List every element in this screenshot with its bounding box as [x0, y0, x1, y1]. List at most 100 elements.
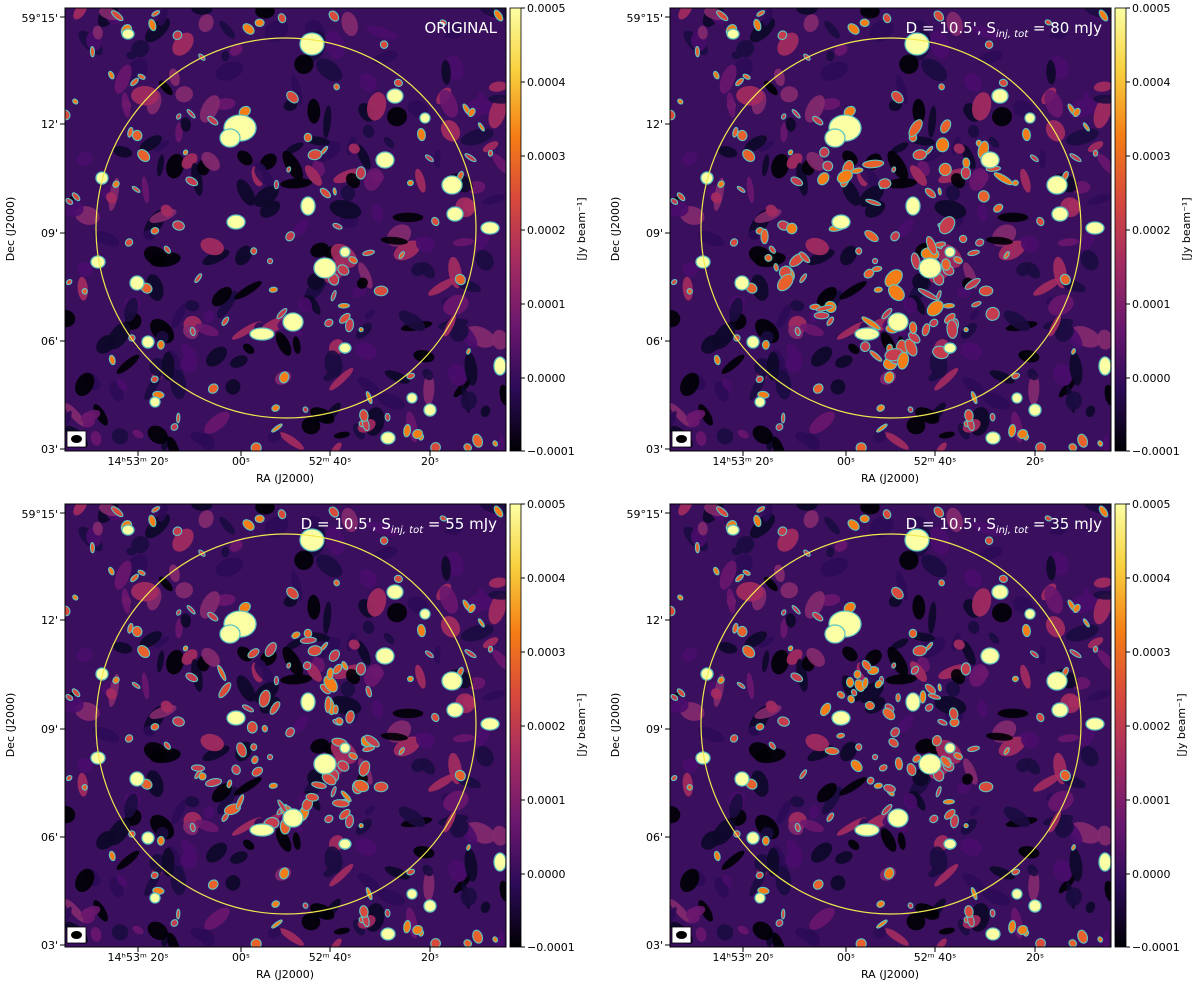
colorbar-tick-label: 0.0000 [1132, 372, 1171, 385]
y-tick-label: 09' [41, 227, 58, 240]
x-tick-label: 20ˢ [1026, 455, 1044, 468]
x-tick-label: 20ˢ [421, 455, 439, 468]
radio-map-figure: 59°15' 12' 09' 06' 03' 14ʰ53ᵐ 20ˢ 00ˢ 52… [609, 498, 1188, 981]
plot-frame [64, 503, 507, 948]
y-tick-label: 06' [646, 335, 663, 348]
y-tick-label: 09' [41, 723, 58, 736]
y-tick-label: 59°15' [626, 12, 663, 25]
x-axis-label: RA (J2000) [861, 968, 919, 981]
colorbar-tick-label: 0.0002 [527, 224, 566, 237]
colorbar-tick-label: 0.0002 [1132, 224, 1171, 237]
y-tick-label: 12' [41, 118, 58, 131]
y-tick-label: 03' [41, 443, 58, 456]
colorbar-tick-label: 0.0004 [1132, 572, 1171, 585]
colorbar-tick-label: −0.0001 [1132, 445, 1180, 458]
colorbar-tick-label: −0.0001 [527, 445, 575, 458]
y-tick-label: 06' [41, 335, 58, 348]
colorbar-label: [Jy beam⁻¹] [1175, 693, 1188, 756]
aperture-circle [95, 533, 477, 915]
colorbar [1114, 503, 1127, 948]
colorbar [1114, 7, 1127, 452]
radio-map-figure: 59°15' 12' 09' 06' 03' 14ʰ53ᵐ 20ˢ 00ˢ 52… [609, 2, 1193, 485]
colorbar-tick-label: 0.0002 [527, 720, 566, 733]
beam-ellipse [671, 926, 692, 944]
colorbar-tick-label: 0.0004 [527, 572, 566, 585]
x-tick-label: 00ˢ [232, 951, 250, 964]
colorbar-tick-label: 0.0001 [527, 794, 566, 807]
x-axis-label: RA (J2000) [861, 472, 919, 485]
colorbar-tick-label: 0.0004 [1132, 76, 1171, 89]
colorbar-tick-label: 0.0003 [1132, 646, 1171, 659]
x-axis-label: RA (J2000) [256, 472, 314, 485]
y-tick-label: 12' [646, 614, 663, 627]
panel-label: ORIGINAL [424, 19, 497, 37]
colorbar-tick-label: 0.0000 [527, 372, 566, 385]
y-tick-label: 09' [646, 227, 663, 240]
y-tick-label: 59°15' [21, 12, 58, 25]
colorbar [509, 503, 522, 948]
y-tick-label: 03' [646, 443, 663, 456]
beam-ellipse [66, 926, 87, 944]
x-tick-label: 20ˢ [421, 951, 439, 964]
y-axis-label: Dec (J2000) [4, 693, 17, 758]
x-tick-label: 52ᵐ 40ˢ [309, 951, 351, 964]
colorbar-label: [Jy beam⁻¹] [575, 693, 588, 756]
x-tick-label: 52ᵐ 40ˢ [914, 455, 956, 468]
panel-inj80: 59°15' 12' 09' 06' 03' 14ʰ53ᵐ 20ˢ 00ˢ 52… [605, 0, 1200, 493]
x-tick-label: 52ᵐ 40ˢ [914, 951, 956, 964]
plot-frame [669, 503, 1112, 948]
beam-ellipse [671, 430, 692, 448]
y-axis-label: Dec (J2000) [4, 197, 17, 262]
colorbar-tick-label: 0.0000 [1132, 868, 1171, 881]
colorbar-tick-label: 0.0000 [527, 868, 566, 881]
y-tick-label: 59°15' [21, 508, 58, 521]
aperture-circle [700, 533, 1082, 915]
radio-map-image [65, 8, 506, 451]
y-tick-label: 09' [646, 723, 663, 736]
radio-map-image [670, 8, 1111, 451]
panel-inj55: 59°15' 12' 09' 06' 03' 14ʰ53ᵐ 20ˢ 00ˢ 52… [0, 496, 600, 989]
x-tick-label: 00ˢ [837, 455, 855, 468]
x-tick-label: 52ᵐ 40ˢ [309, 455, 351, 468]
radio-map-image [65, 504, 506, 947]
colorbar-tick-label: 0.0001 [527, 298, 566, 311]
colorbar-tick-label: 0.0001 [1132, 794, 1171, 807]
colorbar-tick-label: 0.0005 [1132, 498, 1171, 511]
aperture-circle [700, 37, 1082, 419]
x-tick-label: 14ʰ53ᵐ 20ˢ [108, 951, 169, 964]
x-tick-label: 14ʰ53ᵐ 20ˢ [713, 455, 774, 468]
y-tick-label: 12' [646, 118, 663, 131]
colorbar-tick-label: 0.0004 [527, 76, 566, 89]
y-tick-label: 59°15' [626, 508, 663, 521]
colorbar-tick-label: −0.0001 [527, 941, 575, 954]
colorbar-label: [Jy beam⁻¹] [1180, 197, 1193, 260]
colorbar-tick-label: −0.0001 [1132, 941, 1180, 954]
x-axis-label: RA (J2000) [256, 968, 314, 981]
y-tick-label: 03' [41, 939, 58, 952]
panel-inj35: 59°15' 12' 09' 06' 03' 14ʰ53ᵐ 20ˢ 00ˢ 52… [605, 496, 1200, 989]
plot-frame [64, 7, 507, 452]
beam-ellipse [66, 430, 87, 448]
radio-map-figure: 59°15' 12' 09' 06' 03' 14ʰ53ᵐ 20ˢ 00ˢ 52… [4, 2, 588, 485]
y-tick-label: 03' [646, 939, 663, 952]
x-tick-label: 14ʰ53ᵐ 20ˢ [108, 455, 169, 468]
panel-label: D = 10.5', Sinj, tot = 55 mJy [301, 515, 497, 536]
y-tick-label: 06' [41, 831, 58, 844]
y-axis-label: Dec (J2000) [609, 693, 622, 758]
panel-original: 59°15' 12' 09' 06' 03' 14ʰ53ᵐ 20ˢ 00ˢ 52… [0, 0, 600, 493]
y-tick-label: 12' [41, 614, 58, 627]
x-tick-label: 14ʰ53ᵐ 20ˢ [713, 951, 774, 964]
plot-frame [669, 7, 1112, 452]
colorbar-tick-label: 0.0003 [527, 150, 566, 163]
colorbar-tick-label: 0.0002 [1132, 720, 1171, 733]
y-axis-label: Dec (J2000) [609, 197, 622, 262]
x-tick-label: 00ˢ [837, 951, 855, 964]
colorbar-tick-label: 0.0005 [527, 2, 566, 15]
colorbar-tick-label: 0.0005 [1132, 2, 1171, 15]
colorbar-tick-label: 0.0001 [1132, 298, 1171, 311]
colorbar-tick-label: 0.0005 [527, 498, 566, 511]
x-tick-label: 20ˢ [1026, 951, 1044, 964]
colorbar-tick-label: 0.0003 [1132, 150, 1171, 163]
colorbar-label: [Jy beam⁻¹] [575, 197, 588, 260]
aperture-circle [95, 37, 477, 419]
